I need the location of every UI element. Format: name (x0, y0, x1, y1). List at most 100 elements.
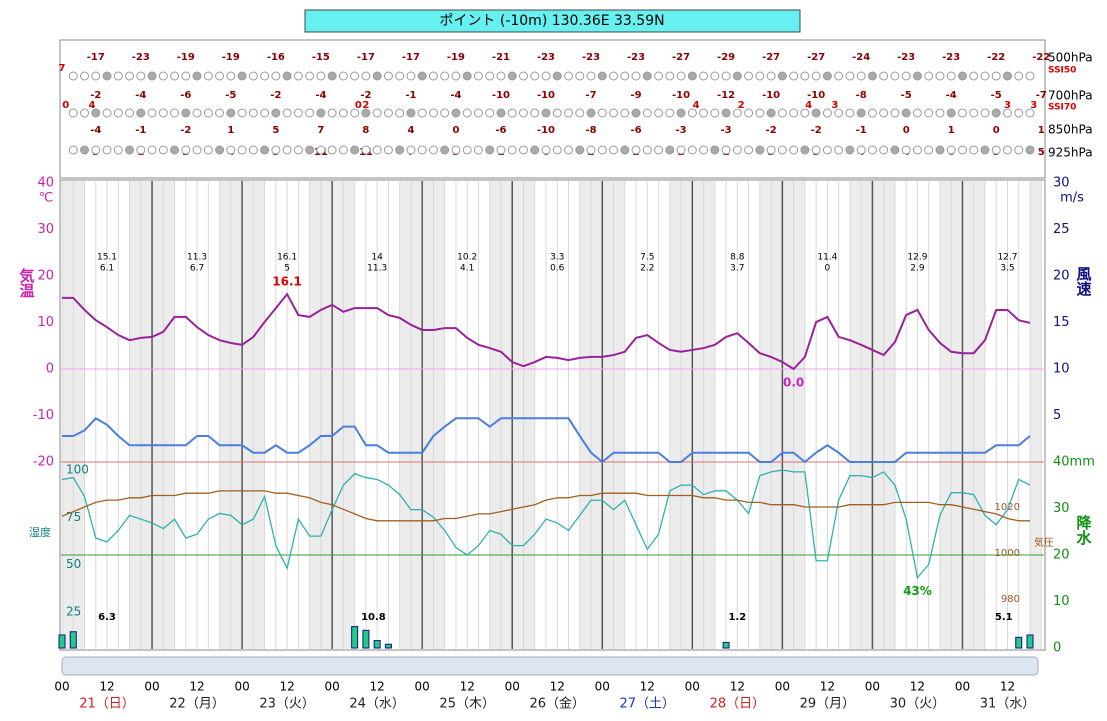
ssi-circle (665, 71, 675, 81)
ssi-circle (181, 108, 191, 118)
ssi-circle (890, 71, 900, 81)
daily-min: 0 (825, 264, 831, 274)
daily-min: 5 (284, 264, 290, 274)
y4-tick-label: 1000 (995, 548, 1020, 559)
level-temp: -17 (357, 52, 375, 63)
ssi-circle (856, 145, 866, 155)
ssi-circle (1002, 108, 1012, 118)
ssi-circle (395, 71, 405, 81)
ssi-circle (834, 145, 844, 155)
ssi-circle (564, 108, 574, 118)
daily-max: 12.9 (907, 253, 927, 263)
ssi-circle (654, 71, 664, 81)
ssi-circle (496, 71, 506, 81)
level-temp: -29 (717, 52, 735, 63)
daily-max: 14 (371, 253, 383, 263)
ssi-circle (834, 108, 844, 118)
level-temp: -23 (897, 52, 915, 63)
ssi-circle (203, 145, 213, 155)
level-temp: -17 (87, 52, 105, 63)
ssi-circle (192, 145, 202, 155)
level-temp: -16 (267, 52, 285, 63)
ssi-circle (282, 71, 292, 81)
ssi-circle (1014, 145, 1024, 155)
ssi-circle (924, 71, 934, 81)
ssi-circle (912, 71, 922, 81)
ssi-circle (293, 145, 303, 155)
y4-tick-label: 980 (1001, 594, 1020, 605)
y2-label: 風速 (1075, 266, 1093, 297)
weather-icon-row (61, 656, 1039, 676)
ssi-circle (687, 145, 697, 155)
ssi-circle (68, 108, 78, 118)
ssi-circle (1002, 145, 1012, 155)
ssi-circle (901, 108, 911, 118)
ssi-circle (170, 108, 180, 118)
y5-label: 降水 (1075, 514, 1093, 546)
y2-tick-label: 15 (1053, 315, 1070, 330)
ssi-circle (226, 145, 236, 155)
precip-bar (722, 641, 730, 649)
ssi-circle (80, 108, 90, 118)
level-temp: -4 (90, 125, 101, 136)
ssi-label: SSI50 (1048, 66, 1076, 76)
level-temp: -5 (991, 90, 1002, 101)
ssi-circle (203, 71, 213, 81)
ssi-circle (642, 145, 652, 155)
ssi-circle (260, 145, 270, 155)
ssi-circle (777, 108, 787, 118)
level-temp: 0 (993, 125, 1000, 136)
y5-tick-label: 10 (1053, 594, 1070, 609)
ssi-circle (428, 71, 438, 81)
y-tick-label: 30 (37, 222, 54, 237)
y-tick-label: 0 (46, 362, 54, 377)
ssi-circle (125, 71, 135, 81)
ssi-label: SSI70 (1048, 103, 1076, 113)
annotation: 16.1 (272, 275, 302, 289)
ssi-circle (451, 145, 461, 155)
day-label: 27（土） (620, 697, 676, 712)
level-temp: -17 (402, 52, 420, 63)
ssi-circle (473, 108, 483, 118)
ssi-circle (361, 108, 371, 118)
level-temp: 5 (272, 125, 279, 136)
daily-min: 11.3 (367, 264, 387, 274)
ssi-circle (901, 145, 911, 155)
daily-max: 8.8 (730, 253, 745, 263)
ssi-circle (125, 145, 135, 155)
ssi-circle (732, 108, 742, 118)
ssi-circle (485, 71, 495, 81)
daily-max: 15.1 (97, 253, 117, 263)
x-tick-label: 12 (550, 680, 565, 694)
x-tick-label: 00 (234, 680, 249, 694)
day-label: 21（日） (79, 697, 135, 712)
ssi-circle (957, 71, 967, 81)
level-temp: -2 (811, 125, 822, 136)
ssi-circle (158, 145, 168, 155)
ssi-circle (136, 145, 146, 155)
ssi-circle (732, 71, 742, 81)
ssi-circle (575, 145, 585, 155)
y3-tick-label: 25 (66, 604, 81, 618)
plot-area (59, 179, 1046, 651)
level-temp: -21 (492, 52, 510, 63)
ssi-circle (417, 108, 427, 118)
x-tick-label: 12 (1000, 680, 1015, 694)
ssi-value: 7 (59, 63, 66, 74)
ssi-circle (676, 71, 686, 81)
ssi-circle (530, 71, 540, 81)
ssi-circle (710, 145, 720, 155)
daily-max: 16.1 (277, 253, 297, 263)
level-temp: -4 (135, 90, 146, 101)
ssi-circle (654, 145, 664, 155)
ssi-circle (383, 145, 393, 155)
title-box (304, 9, 801, 33)
level-temp: -19 (177, 52, 195, 63)
ssi-circle (305, 71, 315, 81)
ssi-circle (350, 108, 360, 118)
day-label: 30（火） (890, 697, 946, 712)
y4-label: 気圧 (1034, 536, 1054, 549)
day-label: 25（木） (439, 697, 495, 712)
level-temp: -27 (672, 52, 690, 63)
ssi-circle (699, 108, 709, 118)
